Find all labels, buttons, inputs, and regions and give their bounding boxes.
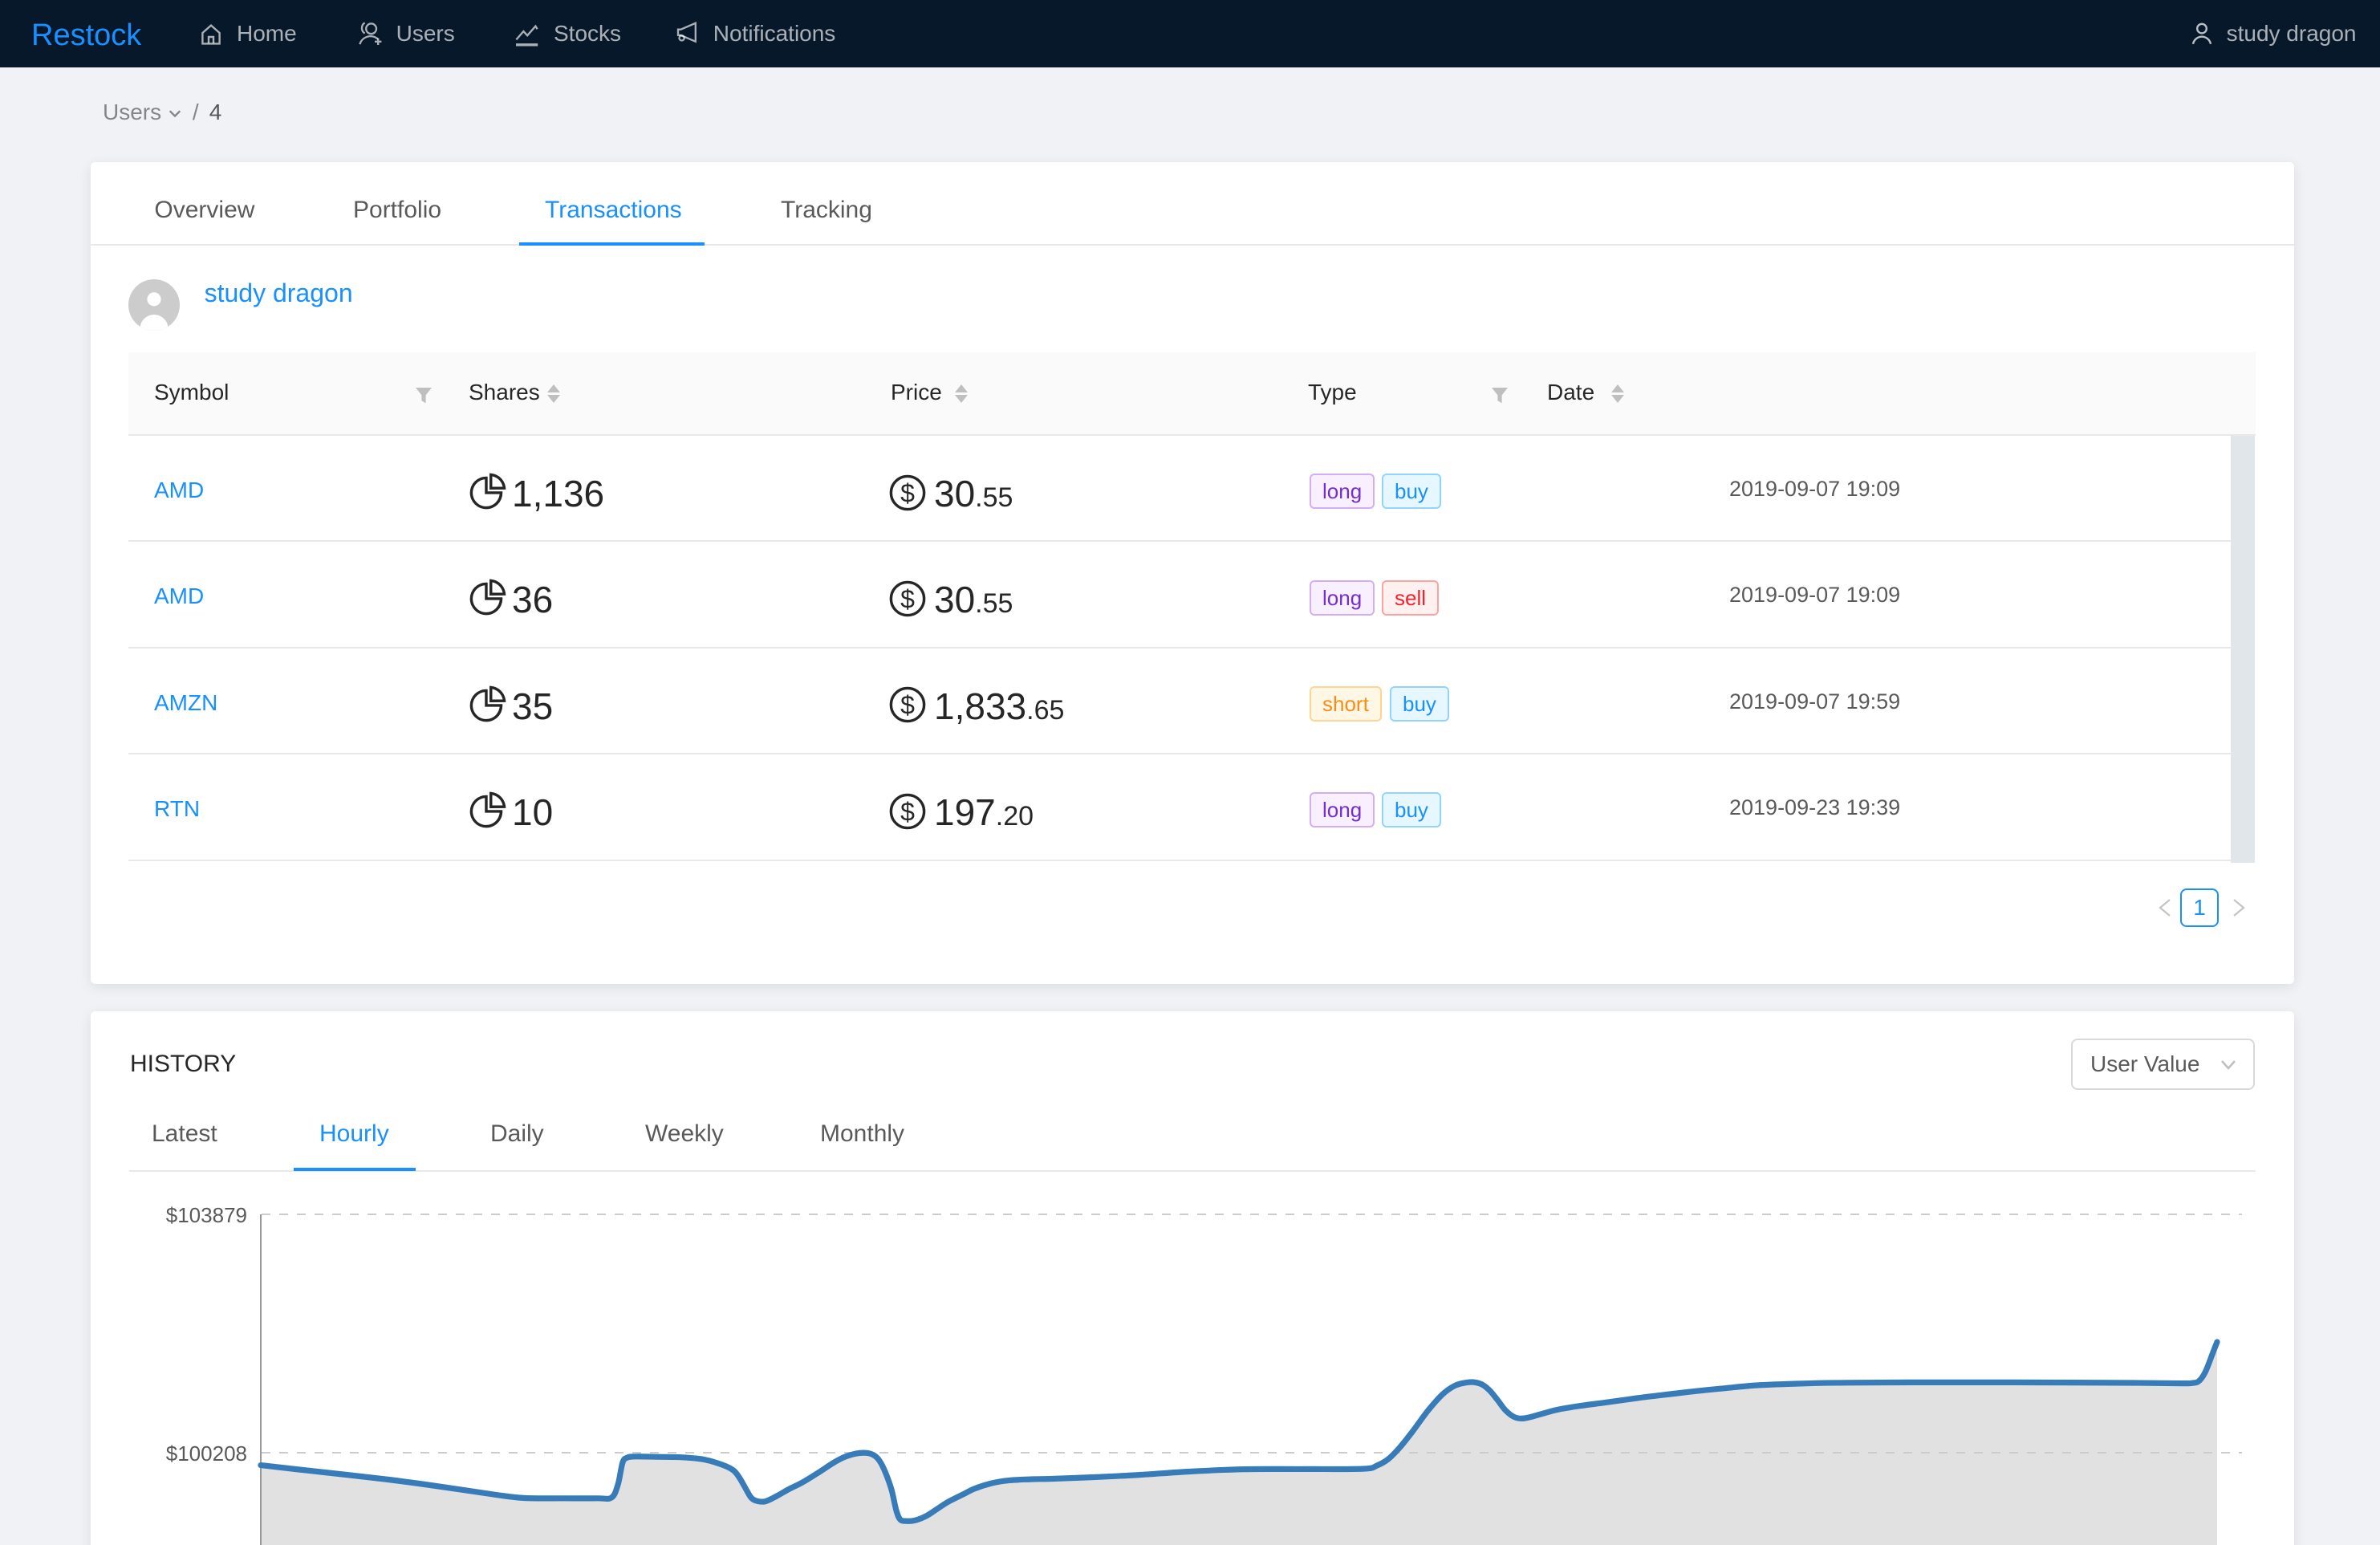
svg-text:$: $ [900,584,915,613]
svg-text:$: $ [900,691,915,720]
svg-text:$: $ [900,797,915,826]
svg-text:$: $ [900,478,915,507]
